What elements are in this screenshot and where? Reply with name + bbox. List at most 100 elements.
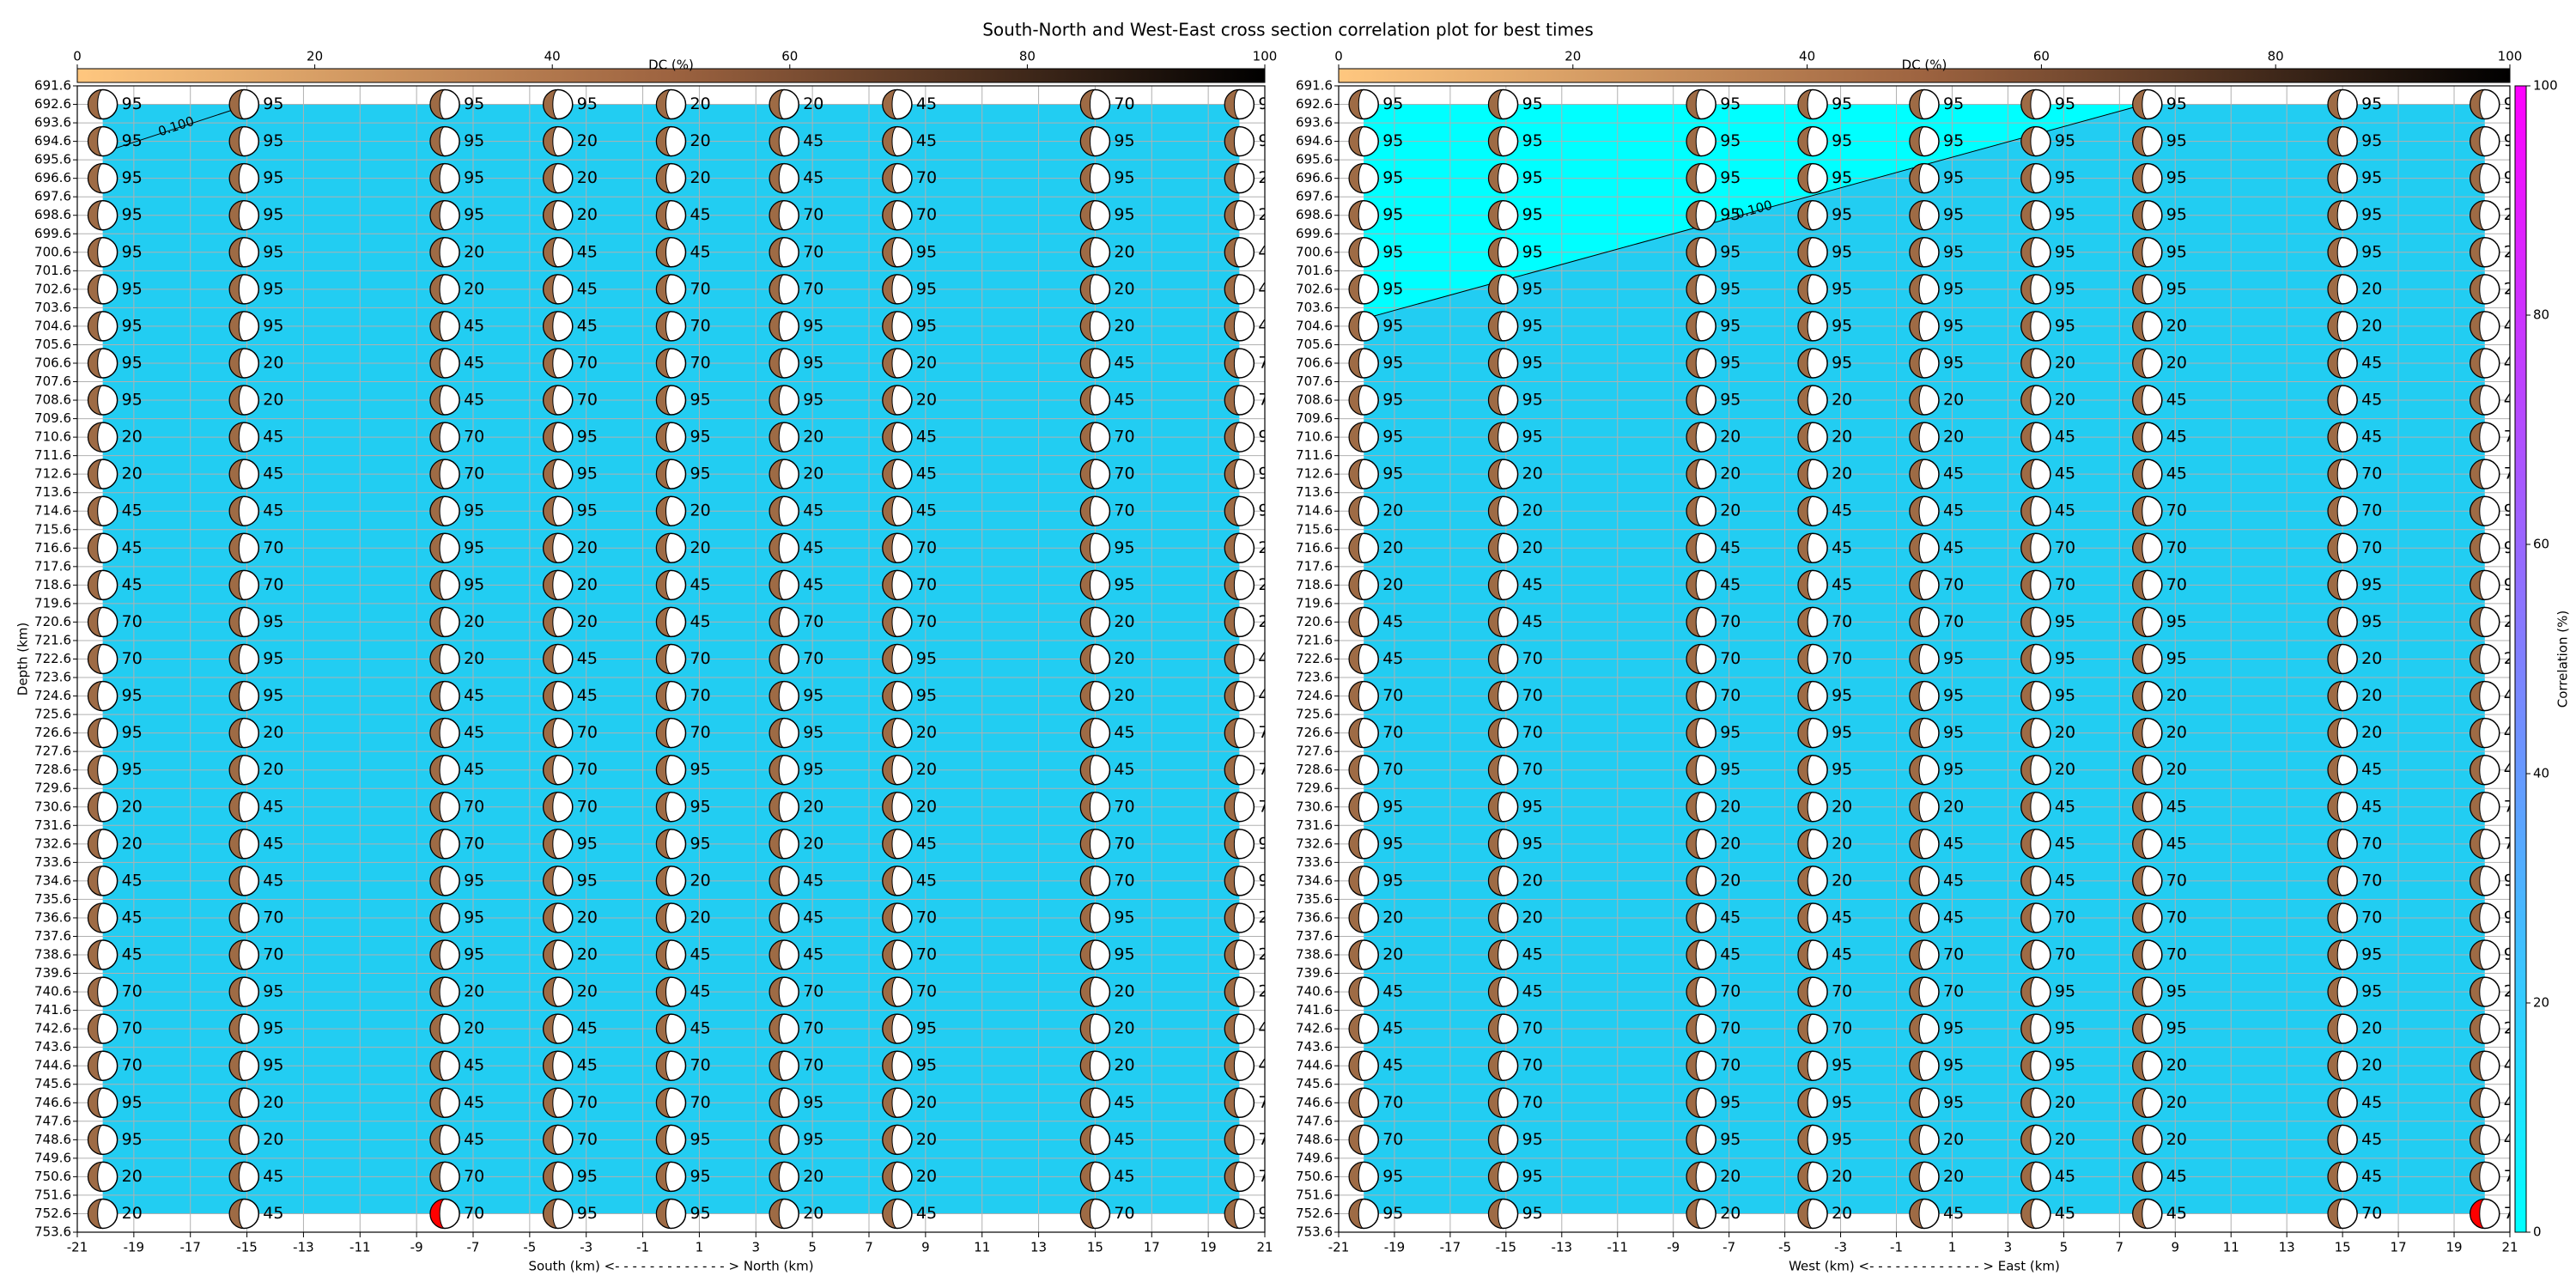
beachball [655, 1124, 687, 1156]
ball-quadrant [2020, 976, 2037, 1007]
beachball [769, 976, 799, 1007]
beachball [1686, 1013, 1716, 1044]
beachball [769, 422, 799, 453]
beachball [2020, 311, 2051, 342]
ball-quadrant [1909, 681, 1925, 712]
ball-quadrant [769, 1050, 785, 1081]
ball-quadrant [429, 311, 446, 342]
x-tick-label: -15 [1496, 1240, 1517, 1255]
ball-quadrant [1686, 644, 1702, 674]
ball-quadrant [1686, 311, 1702, 342]
beachball [1079, 606, 1111, 638]
ball-label: 20 [122, 797, 143, 816]
beachball [2132, 866, 2163, 896]
ball-label: 45 [2055, 465, 2075, 483]
ball-label: 70 [1522, 649, 1543, 668]
beachball [429, 902, 460, 933]
ball-label: 45 [916, 465, 937, 483]
x-tick-label: 15 [2335, 1240, 2351, 1255]
beachball [655, 717, 687, 749]
y-tick-label: 753.6 [1296, 1224, 1333, 1240]
ball-label: 70 [1114, 1204, 1134, 1223]
beachball [2132, 1050, 2163, 1081]
beachball [1797, 532, 1828, 564]
beachball [429, 422, 460, 453]
ball-label: 95 [1832, 279, 1852, 298]
ball-label: 45 [1720, 538, 1741, 557]
colorbar2-tick-label: 80 [2533, 307, 2549, 323]
beachball [543, 643, 574, 675]
ball-quadrant [2327, 1161, 2343, 1192]
beachball [2020, 88, 2051, 120]
beachball [1797, 606, 1828, 638]
beachball [228, 532, 260, 564]
ball-label: 70 [2361, 501, 2382, 520]
y-tick-label: 704.6 [34, 318, 71, 333]
beachball [543, 829, 574, 860]
beachball [429, 237, 460, 268]
ball-quadrant [1224, 569, 1240, 600]
ball-label: 45 [803, 871, 823, 890]
beachball [1079, 680, 1111, 712]
ball-label: 45 [2361, 797, 2382, 816]
x-tick-label: 5 [808, 1240, 817, 1255]
ball-label: 95 [1832, 205, 1852, 224]
y-tick-label: 699.6 [34, 226, 71, 241]
ball-label: 95 [1832, 94, 1852, 113]
ball-label: 20 [1832, 834, 1852, 853]
ball-label: 95 [1522, 353, 1543, 372]
beachball [1797, 902, 1828, 933]
ball-quadrant [1686, 606, 1702, 637]
ball-quadrant [1909, 1050, 1925, 1081]
beachball [882, 385, 913, 416]
ball-quadrant [769, 495, 785, 526]
beachball [1079, 643, 1111, 675]
beachball [1686, 976, 1716, 1007]
ball-label: 45 [464, 723, 484, 742]
beachball [1487, 125, 1519, 157]
y-tick-label: 707.6 [1296, 374, 1333, 389]
ball-quadrant [2327, 89, 2343, 120]
ball-label: 20 [1258, 575, 1279, 594]
beachball [882, 162, 913, 194]
ball-label: 95 [2504, 131, 2524, 150]
beachball [228, 422, 260, 453]
ball-quadrant [2327, 126, 2343, 157]
ball-label: 95 [1720, 131, 1741, 150]
ball-label: 95 [2055, 242, 2075, 261]
ball-quadrant [2470, 866, 2485, 896]
beachball [655, 237, 687, 268]
ball-label: 95 [1943, 1056, 1964, 1075]
beachball [228, 1161, 260, 1193]
ball-quadrant [656, 866, 671, 896]
ball-quadrant [656, 1050, 671, 1081]
beachball [882, 199, 913, 231]
ball-label: 45 [1114, 1130, 1134, 1149]
ball-label: 70 [1258, 760, 1279, 779]
beachball [543, 717, 574, 749]
colorbar-label: DC (%) [1902, 58, 1947, 73]
y-tick-label: 730.6 [1296, 799, 1333, 814]
beachball [87, 495, 118, 526]
ball-label: 95 [464, 538, 484, 557]
colorbar-tick-label: 40 [544, 49, 561, 64]
ball-label: 70 [122, 649, 143, 668]
ball-label: 95 [2504, 575, 2524, 594]
beachball [1348, 1161, 1379, 1193]
ball-quadrant [1224, 1161, 1240, 1192]
ball-quadrant [656, 569, 671, 600]
ball-label: 70 [1943, 575, 1964, 594]
ball-label: 45 [2166, 465, 2187, 483]
y-tick-label: 722.6 [1296, 651, 1333, 666]
ball-label: 45 [1522, 575, 1543, 594]
y-tick-label: 728.6 [1296, 762, 1333, 777]
ball-quadrant [1224, 1050, 1240, 1081]
ball-quadrant [769, 385, 785, 416]
ball-quadrant [2470, 902, 2485, 933]
beachball [655, 1013, 687, 1044]
ball-quadrant [2327, 792, 2343, 823]
beachball [1079, 162, 1111, 194]
ball-label: 95 [2361, 575, 2382, 594]
ball-label: 95 [1258, 501, 1279, 520]
beachball [2327, 162, 2358, 194]
